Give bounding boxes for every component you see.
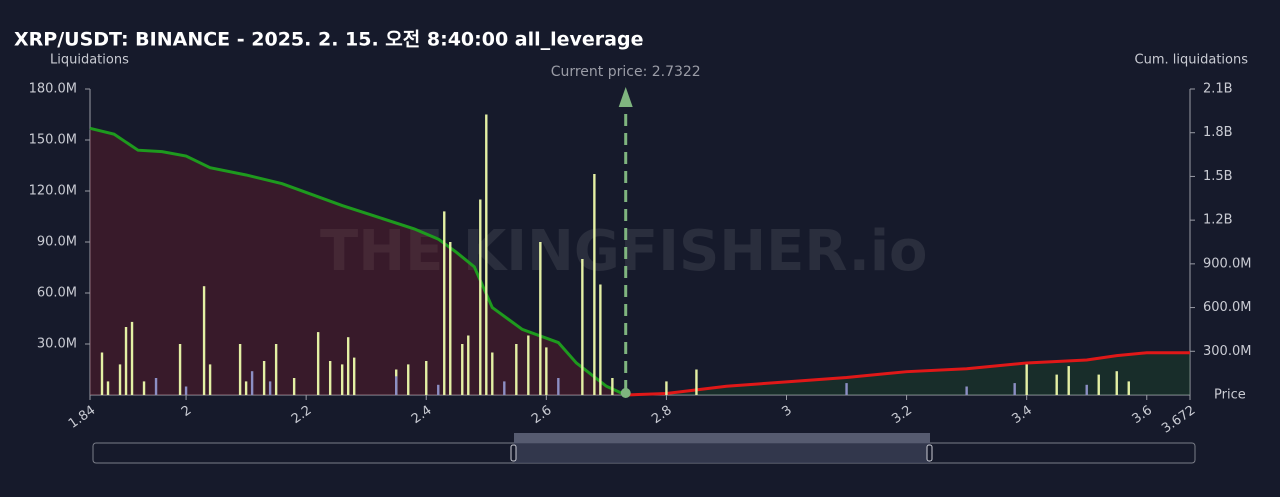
- bar: [1085, 384, 1088, 395]
- bar: [250, 371, 254, 395]
- bar: [479, 199, 482, 395]
- y-tick-label: 180.0M: [29, 82, 77, 97]
- bar: [407, 364, 410, 395]
- bar: [178, 344, 182, 395]
- bar: [695, 369, 698, 395]
- y2-tick-label: 1.2B: [1203, 213, 1233, 228]
- y2-tick-label: 1.5B: [1203, 169, 1233, 184]
- slider-left-handle[interactable]: [510, 444, 517, 462]
- chart-title: XRP/USDT: BINANCE - 2025. 2. 15. 오전 8:40…: [14, 29, 643, 51]
- bar: [1055, 374, 1058, 395]
- y2-tick-label: 600.0M: [1203, 300, 1251, 315]
- bar: [262, 361, 266, 395]
- bar: [845, 383, 848, 395]
- bar: [106, 381, 110, 395]
- bar: [238, 344, 242, 395]
- bar: [485, 114, 488, 395]
- bar: [557, 378, 560, 395]
- y-tick-label: 120.0M: [29, 184, 77, 199]
- bar: [443, 211, 446, 395]
- y-tick-label: 90.0M: [37, 235, 77, 250]
- y2-axis-label: Cum. liquidations: [1135, 53, 1249, 68]
- bar: [118, 364, 122, 395]
- bar: [208, 364, 212, 395]
- y2-tick-label: 900.0M: [1203, 256, 1251, 271]
- bar: [184, 386, 188, 395]
- bar: [665, 381, 668, 395]
- bar: [352, 357, 356, 395]
- y2-tick-label: 1.8B: [1203, 125, 1233, 140]
- bar: [244, 381, 248, 395]
- bar: [1025, 364, 1028, 395]
- bar: [100, 352, 104, 395]
- bar: [539, 242, 542, 395]
- bar: [268, 381, 272, 395]
- bar: [461, 344, 464, 395]
- bar: [503, 381, 506, 395]
- bar: [142, 381, 146, 395]
- bar: [467, 335, 470, 395]
- bar: [515, 344, 518, 395]
- area: [90, 128, 626, 396]
- y-axis-label: Liquidations: [50, 53, 129, 68]
- y2-tick-label: 300.0M: [1203, 344, 1251, 359]
- bar: [274, 344, 278, 395]
- bar: [593, 174, 596, 395]
- bar: [328, 361, 332, 395]
- annotation: Current price: 2.7322: [551, 64, 701, 80]
- bar: [527, 335, 530, 395]
- bar: [599, 284, 602, 395]
- x-axis-label: Price: [1214, 388, 1246, 403]
- bar: [395, 376, 398, 395]
- line: [625, 351, 1190, 397]
- bar: [581, 259, 584, 395]
- bar: [1067, 366, 1070, 395]
- slider-handle-bar[interactable]: [514, 433, 930, 443]
- bar: [1013, 383, 1016, 395]
- bar: [316, 332, 320, 395]
- bar: [340, 364, 344, 395]
- y-tick-label: 30.0M: [37, 337, 77, 352]
- y2-tick-label: 2.1B: [1203, 82, 1233, 97]
- bar: [292, 378, 296, 395]
- bar: [611, 378, 614, 395]
- slider-right-handle[interactable]: [926, 444, 933, 462]
- bar: [545, 347, 548, 395]
- bar: [1127, 381, 1130, 395]
- slider-selection[interactable]: [514, 443, 930, 463]
- bar: [1097, 374, 1100, 395]
- bar: [1115, 371, 1118, 395]
- bar: [202, 286, 206, 395]
- bar: [154, 378, 158, 395]
- bar: [449, 242, 452, 395]
- bar: [437, 384, 440, 395]
- current-price-dot: [620, 388, 631, 398]
- line: [89, 126, 627, 397]
- y-tick-label: 60.0M: [37, 286, 77, 301]
- bar: [346, 337, 350, 395]
- bar: [965, 386, 968, 395]
- current-price-arrow: [618, 87, 633, 107]
- bar: [124, 327, 128, 395]
- bar: [130, 321, 134, 395]
- watermark: THE KINGFISHER.io: [320, 219, 928, 284]
- bar: [491, 352, 494, 395]
- bar: [425, 361, 428, 395]
- y-tick-label: 150.0M: [29, 133, 77, 148]
